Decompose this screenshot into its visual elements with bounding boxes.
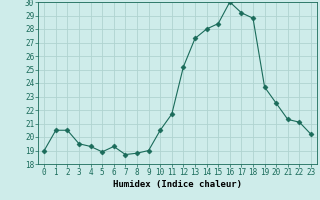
X-axis label: Humidex (Indice chaleur): Humidex (Indice chaleur) <box>113 180 242 189</box>
